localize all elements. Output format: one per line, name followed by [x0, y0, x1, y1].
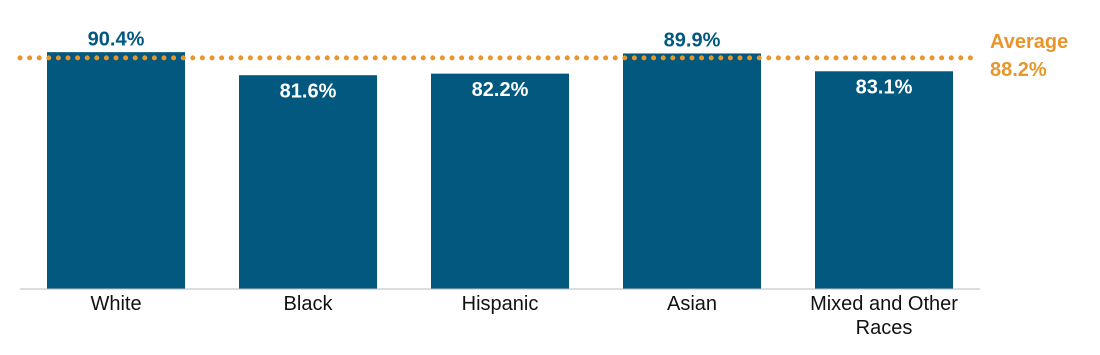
- bar: [815, 71, 953, 289]
- reference-label: Average: [990, 31, 1068, 53]
- x-tick-label: Black: [283, 293, 333, 315]
- value-label: 90.4%: [88, 28, 145, 50]
- bar: [239, 75, 377, 289]
- value-label: 89.9%: [664, 30, 721, 52]
- bar: [431, 73, 569, 289]
- bar: [623, 53, 761, 289]
- value-label: 82.2%: [472, 79, 529, 101]
- bar: [47, 52, 185, 289]
- x-tick-label: Mixed and Other Races: [810, 293, 958, 339]
- value-label: 81.6%: [280, 80, 337, 102]
- value-label: 83.1%: [856, 77, 913, 99]
- x-tick-label: White: [90, 293, 142, 315]
- x-tick-label: Asian: [666, 293, 718, 315]
- x-tick-label: Hispanic: [461, 293, 539, 315]
- reference-value-label: 88.2%: [990, 59, 1047, 81]
